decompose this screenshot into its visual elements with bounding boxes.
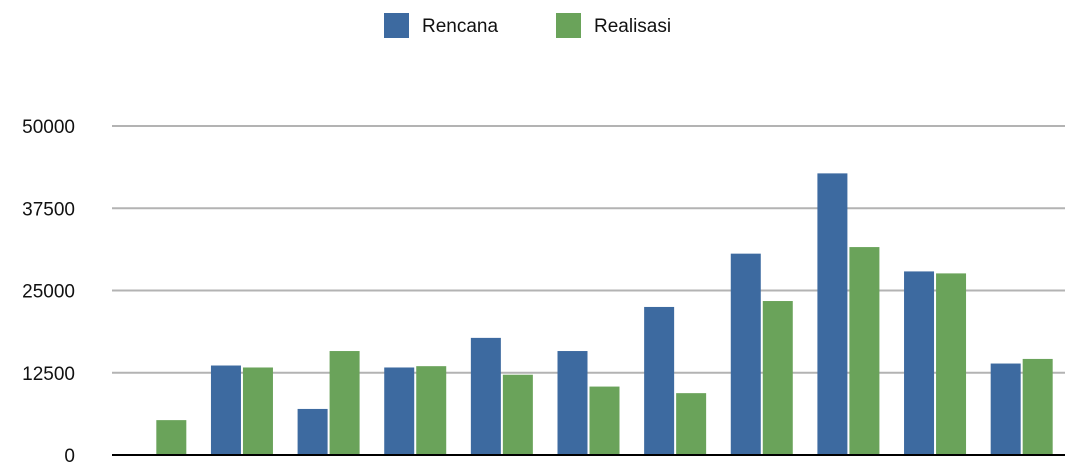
bar-rencana-7 [644, 306, 675, 455]
y-tick-label: 0 [64, 446, 75, 467]
legend-swatch-realisasi [556, 13, 581, 38]
bar-rencana-11 [990, 363, 1021, 455]
y-tick-label: 50000 [22, 117, 75, 138]
legend-swatch-rencana [384, 13, 409, 38]
bar-realisasi-7 [676, 393, 707, 455]
bar-rencana-6 [557, 351, 588, 455]
legend: Rencana Realisasi [384, 13, 671, 38]
legend-label-realisasi: Realisasi [594, 16, 671, 37]
y-axis-ticks: 0 12500 25000 37500 50000 [22, 117, 75, 467]
bar-rencana-4 [384, 367, 415, 455]
bar-rencana-8 [730, 253, 761, 455]
bar-rencana-9 [817, 173, 848, 455]
bar-realisasi-1 [156, 420, 187, 455]
bar-realisasi-4 [416, 366, 447, 455]
y-tick-label: 25000 [22, 282, 75, 303]
bar-realisasi-9 [849, 247, 880, 455]
y-tick-label: 12500 [22, 364, 75, 385]
bar-realisasi-10 [936, 273, 967, 455]
y-tick-label: 37500 [22, 199, 75, 220]
bar-realisasi-8 [762, 301, 793, 455]
bar-rencana-2 [210, 365, 241, 455]
legend-label-rencana: Rencana [422, 16, 498, 37]
bar-realisasi-11 [1022, 358, 1053, 455]
bars [156, 173, 1053, 455]
bar-rencana-5 [470, 337, 501, 455]
bar-realisasi-5 [502, 374, 533, 455]
bar-realisasi-6 [589, 386, 620, 455]
bar-rencana-10 [904, 271, 935, 455]
bar-realisasi-2 [242, 367, 273, 455]
bar-realisasi-3 [329, 351, 360, 455]
bar-rencana-3 [297, 408, 328, 455]
